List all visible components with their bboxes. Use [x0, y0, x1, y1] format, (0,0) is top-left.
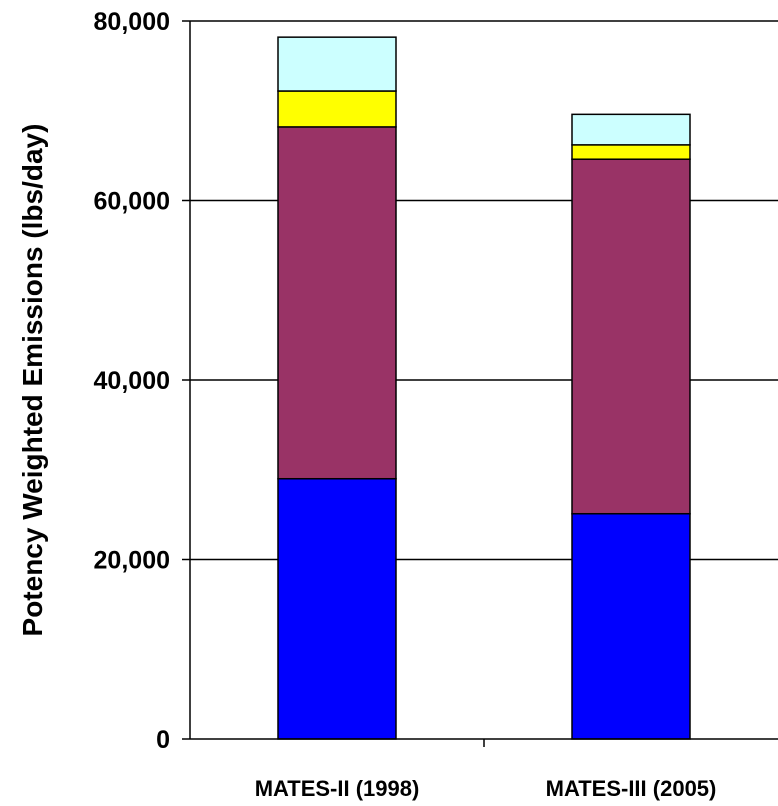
bar-segment: [571, 144, 691, 160]
y-tick-label: 60,000: [94, 188, 170, 216]
bar-segment: [277, 477, 397, 740]
x-category-label: MATES-III (2005): [546, 776, 717, 801]
bar-segment: [571, 512, 691, 740]
y-tick-label: 80,000: [94, 8, 170, 36]
bar-segment: [277, 36, 397, 92]
y-tick-label: 0: [156, 726, 170, 754]
bar-segment: [571, 113, 691, 146]
bar-segment: [277, 126, 397, 480]
labels: 0 20,000 40,000 60,000 80,000 MATES-II (1998)…: [94, 8, 717, 801]
y-tick-label: 40,000: [94, 367, 170, 395]
x-category-label: MATES-II (1998): [255, 776, 420, 801]
y-tick-label: 20,000: [94, 547, 170, 575]
y-axis-title: Potency Weighted Emissions (lbs/day): [17, 124, 48, 637]
bars: [277, 36, 691, 740]
axes: [182, 20, 778, 747]
bar-segment: [571, 158, 691, 515]
bar-segment: [277, 90, 397, 128]
